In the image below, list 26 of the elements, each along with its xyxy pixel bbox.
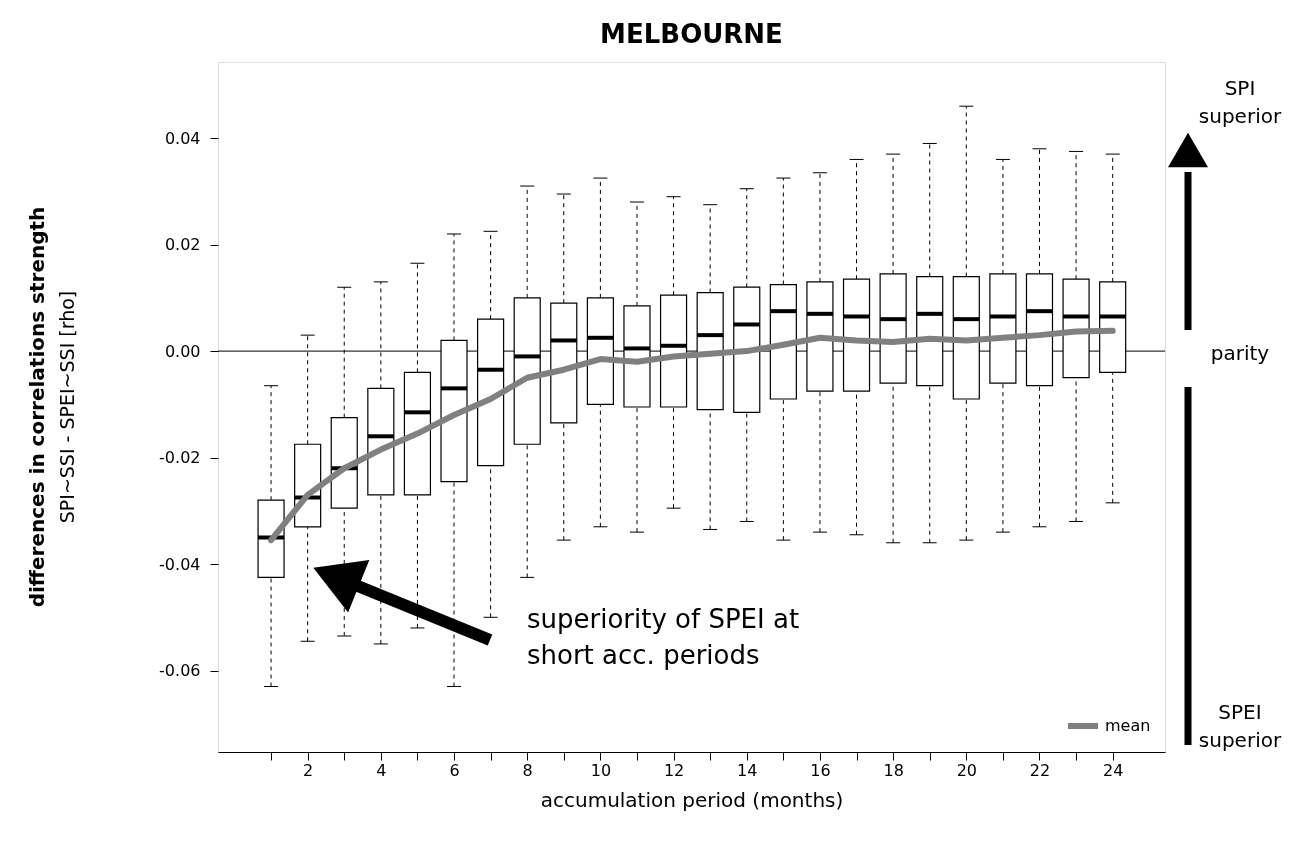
x-tick-label: 6	[449, 760, 460, 780]
x-tick-label: 14	[737, 760, 758, 780]
x-tick-label: 10	[590, 760, 612, 780]
x-tick-label: 12	[663, 760, 685, 780]
x-axis-title: accumulation period (months)	[540, 787, 844, 812]
text: SPI superior	[1198, 76, 1282, 128]
x-tick-label: 20	[956, 760, 977, 780]
text: SPEI superior	[1198, 700, 1282, 752]
x-tick-label: 18	[883, 760, 904, 780]
y-tick-label: -0.02	[159, 448, 201, 468]
y-tick-label: -0.04	[159, 554, 201, 574]
y-tick-label: 0.04	[164, 128, 201, 148]
x-tick-label: 8	[522, 760, 533, 780]
chart-title: MELBOURNE	[600, 19, 783, 49]
y-tick-label: 0.00	[164, 341, 201, 361]
x-tick-label: 16	[810, 760, 831, 780]
x-tick-label: 24	[1102, 760, 1124, 780]
y-tick-label: -0.06	[159, 661, 201, 681]
legend-label: mean	[1105, 716, 1151, 735]
x-tick-label: 22	[1029, 760, 1051, 780]
annotation: superiority of SPEI at short acc. periods	[527, 604, 800, 670]
x-tick-label: 4	[376, 760, 387, 780]
y-axis-title: differences in correlations strength SPI~SSI - SPEI~SSI [rho]	[25, 206, 78, 608]
y-tick-label: 0.02	[164, 235, 201, 255]
x-tick-label: 2	[303, 760, 314, 780]
text: parity	[1210, 341, 1270, 365]
